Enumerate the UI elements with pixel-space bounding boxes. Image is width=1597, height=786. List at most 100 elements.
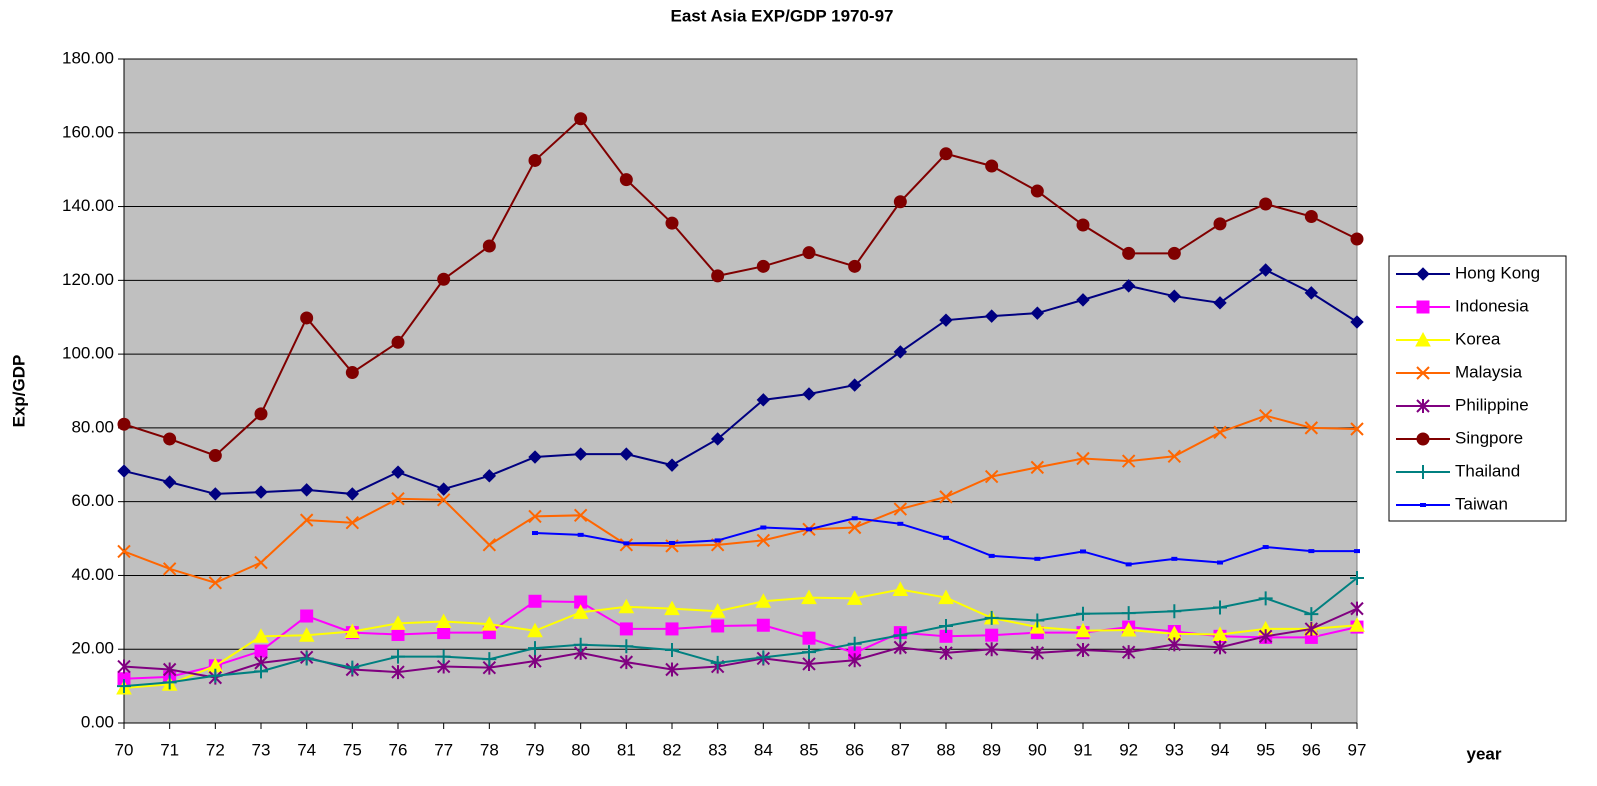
marker-shape <box>1350 601 1364 616</box>
data-point <box>436 649 451 664</box>
marker-shape <box>208 576 223 590</box>
data-point <box>253 628 269 643</box>
marker-shape <box>1167 449 1182 464</box>
x-tick-label: 94 <box>1211 740 1230 759</box>
data-point <box>300 609 314 623</box>
data-point <box>848 259 862 273</box>
data-point <box>943 535 949 540</box>
x-tick-label: 84 <box>754 740 773 759</box>
data-point <box>851 516 858 521</box>
data-point <box>1030 645 1045 660</box>
data-point <box>208 449 222 463</box>
marker-shape <box>1076 218 1090 232</box>
marker-shape <box>802 645 816 660</box>
marker-shape <box>117 464 131 478</box>
marker-shape <box>300 609 314 623</box>
data-point <box>1167 604 1182 619</box>
data-point <box>984 610 999 625</box>
data-point <box>669 540 675 545</box>
marker-shape <box>208 668 223 683</box>
marker-shape <box>893 640 908 655</box>
marker-shape <box>482 239 496 253</box>
marker-shape <box>1415 331 1431 347</box>
data-point <box>893 195 907 209</box>
marker-shape <box>391 665 405 680</box>
marker-shape <box>572 604 589 619</box>
marker-shape <box>623 541 630 546</box>
data-point <box>802 631 816 645</box>
data-point <box>1076 606 1090 621</box>
marker-shape <box>756 618 770 632</box>
data-point <box>756 259 770 273</box>
marker-shape <box>437 272 451 286</box>
data-point <box>893 345 908 359</box>
x-tick-label: 71 <box>160 740 179 759</box>
marker-shape <box>481 616 498 631</box>
marker-shape <box>391 649 405 664</box>
x-tick-label: 73 <box>252 740 271 759</box>
data-point <box>893 640 908 655</box>
data-point <box>528 153 542 167</box>
x-tick-label: 91 <box>1074 740 1093 759</box>
marker-shape <box>893 628 908 643</box>
marker-shape <box>208 487 223 501</box>
marker-shape <box>254 644 268 658</box>
data-point <box>162 675 177 690</box>
marker-shape <box>1167 246 1181 260</box>
data-point <box>1213 425 1227 440</box>
data-point <box>806 527 812 532</box>
data-point <box>1258 409 1273 423</box>
x-tick-label: 79 <box>526 740 545 759</box>
data-point <box>802 387 816 401</box>
data-point <box>1350 422 1364 436</box>
marker-shape <box>299 651 314 666</box>
marker-shape <box>806 527 812 532</box>
data-point <box>1308 549 1315 554</box>
data-point <box>254 407 268 421</box>
data-point <box>938 589 954 605</box>
marker-shape <box>1350 422 1364 436</box>
marker-shape <box>391 335 405 349</box>
marker-shape <box>939 313 953 327</box>
marker-shape <box>435 613 452 629</box>
y-tick-label: 140.00 <box>62 196 114 215</box>
data-point <box>528 509 542 524</box>
marker-shape <box>1213 296 1227 310</box>
x-tick-label: 87 <box>891 740 910 759</box>
data-point <box>1349 617 1365 632</box>
x-tick-label: 72 <box>206 740 225 759</box>
data-point <box>1121 606 1136 621</box>
data-point <box>527 622 543 638</box>
x-tick-label: 82 <box>663 740 682 759</box>
data-point <box>482 469 497 483</box>
data-point <box>1167 246 1181 260</box>
marker-shape <box>482 538 497 552</box>
data-point <box>573 637 588 652</box>
data-point <box>391 465 405 479</box>
marker-shape <box>1076 293 1090 307</box>
marker-shape <box>848 259 862 273</box>
data-point <box>1121 454 1136 468</box>
marker-shape <box>1167 604 1182 619</box>
marker-shape <box>253 628 269 643</box>
data-point <box>300 311 314 325</box>
marker-shape <box>1167 289 1182 303</box>
marker-shape <box>1304 286 1319 300</box>
data-point <box>436 482 451 496</box>
marker-shape <box>711 269 725 283</box>
data-point <box>665 642 679 657</box>
data-point <box>117 417 131 431</box>
data-point <box>1350 232 1364 246</box>
legend-label: Korea <box>1455 329 1501 348</box>
legend <box>1388 255 1567 522</box>
data-point <box>163 432 177 446</box>
data-point <box>893 628 908 643</box>
data-point <box>1258 629 1273 644</box>
marker-shape <box>300 311 314 325</box>
data-point <box>1121 645 1136 660</box>
data-point <box>117 544 131 559</box>
data-point <box>1304 286 1319 300</box>
marker-shape <box>117 417 131 431</box>
y-tick-label: 120.00 <box>62 270 114 289</box>
legend-label: Indonesia <box>1455 296 1529 315</box>
